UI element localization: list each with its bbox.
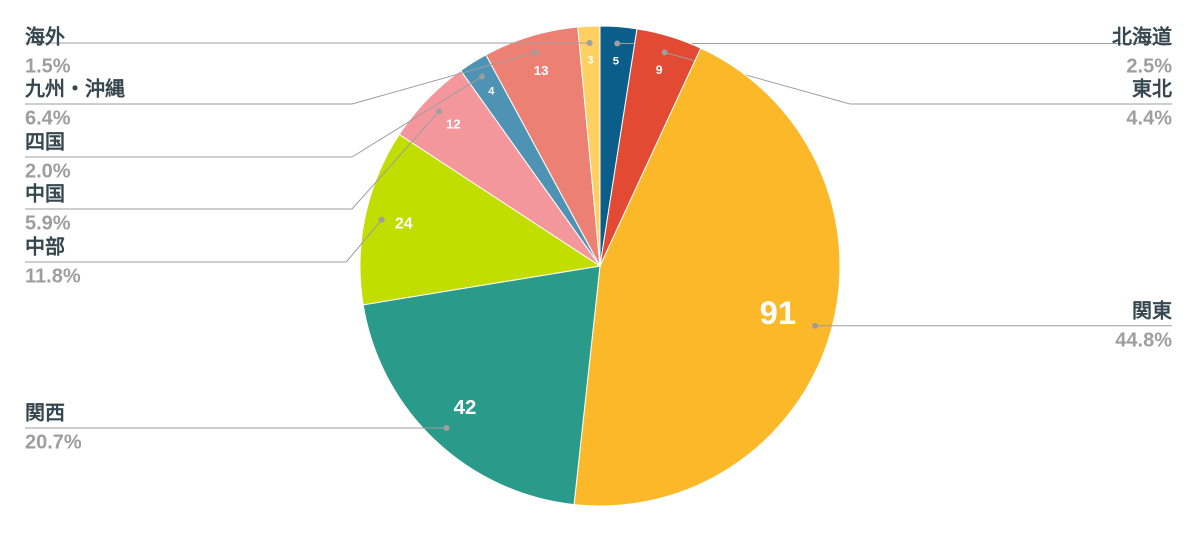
leader-dot <box>812 322 819 329</box>
leader-dot <box>586 40 593 47</box>
percent-label: 6.4% <box>25 107 71 129</box>
leader-line <box>25 76 483 158</box>
pie-slice <box>359 133 602 306</box>
category-label: 関東 <box>1132 299 1172 322</box>
percent-label: 44.8% <box>1115 329 1172 351</box>
value-label: 24 <box>395 216 413 233</box>
leader-dot <box>436 108 443 115</box>
category-label: 中国 <box>25 181 65 205</box>
value-label: 3 <box>587 54 593 66</box>
value-label: 91 <box>760 294 796 331</box>
category-label: 四国 <box>25 131 65 153</box>
percent-label: 4.4% <box>1126 107 1172 129</box>
category-label: 関西 <box>25 401 65 424</box>
category-label: 北海道 <box>1112 24 1172 48</box>
pie-slice <box>573 47 841 507</box>
pie-slice <box>362 265 601 506</box>
value-label: 9 <box>656 63 663 77</box>
pie-slice <box>577 25 601 267</box>
percent-label: 2.5% <box>1126 55 1172 77</box>
percent-label: 20.7% <box>25 431 82 453</box>
leader-line <box>25 51 536 105</box>
leader-dot <box>478 73 485 80</box>
value-label: 12 <box>446 116 460 131</box>
value-label: 13 <box>534 63 549 78</box>
percent-label: 11.8% <box>25 265 81 287</box>
category-label: 九州・沖縄 <box>24 76 125 100</box>
leader-line <box>25 110 440 210</box>
category-label: 海外 <box>25 24 65 48</box>
value-label: 5 <box>613 55 619 67</box>
category-label: 東北 <box>1132 77 1172 100</box>
percent-label: 5.9% <box>25 212 71 234</box>
leader-dot <box>614 40 621 47</box>
value-label: 42 <box>454 396 477 419</box>
percent-label: 2.0% <box>25 160 71 182</box>
leader-dot <box>378 216 385 223</box>
category-label: 中部 <box>25 234 65 258</box>
value-label: 4 <box>488 86 495 98</box>
percent-label: 1.5% <box>25 55 71 77</box>
leader-dot <box>661 49 668 56</box>
leader-dot <box>532 49 539 56</box>
leader-dot <box>443 425 450 432</box>
leader-line <box>25 219 383 263</box>
